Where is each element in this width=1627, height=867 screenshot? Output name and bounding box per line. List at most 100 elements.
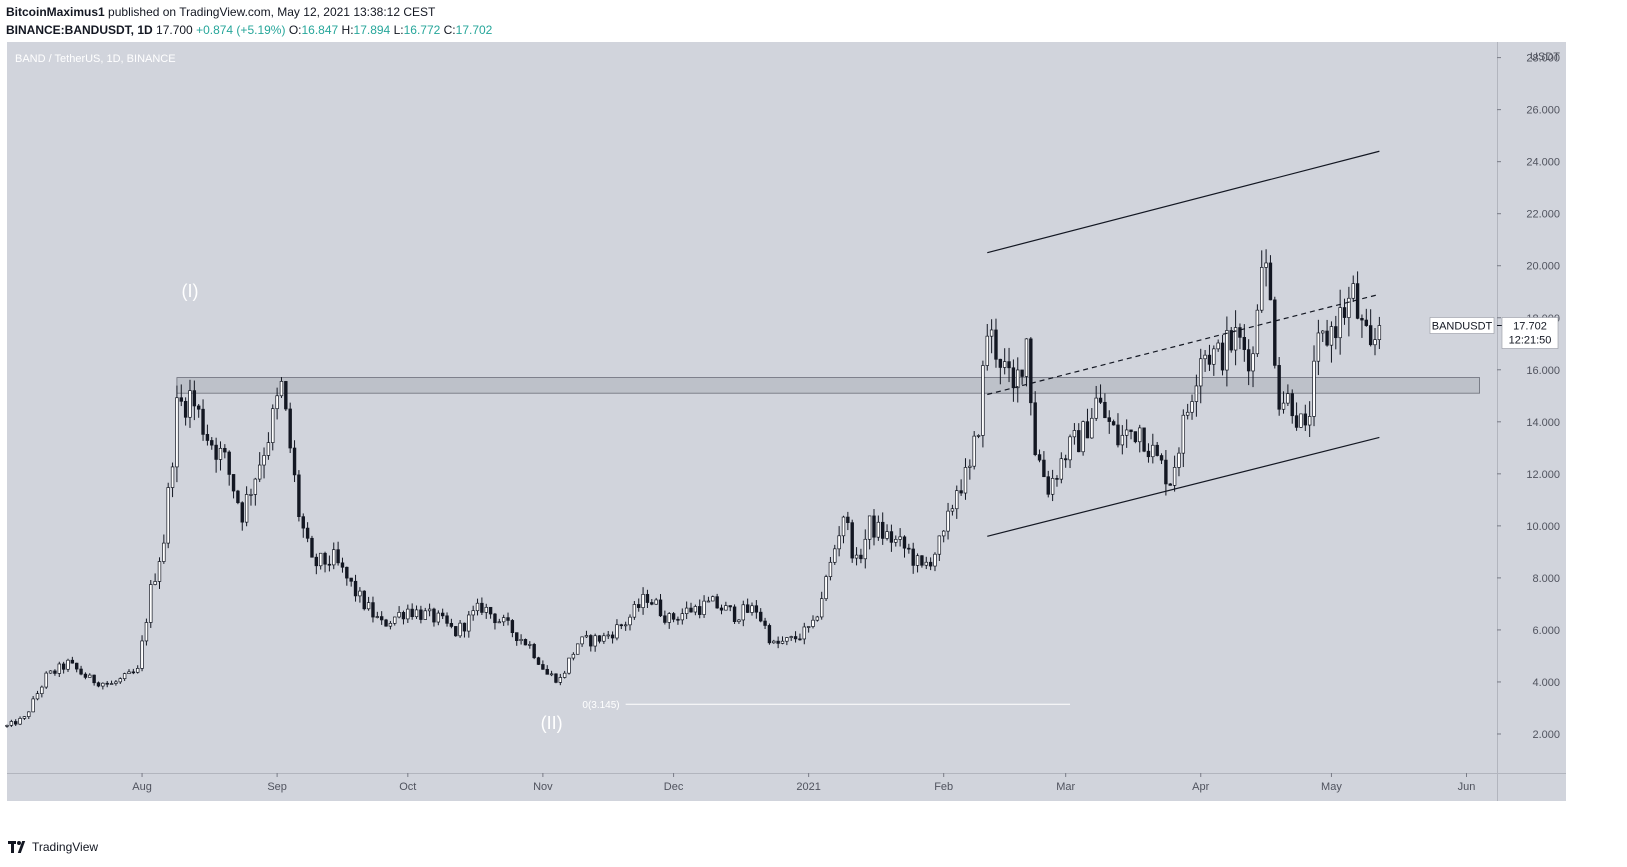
candle-up <box>1203 354 1207 360</box>
candle-down <box>902 536 907 549</box>
x-tick-label: Jun <box>1458 781 1476 793</box>
candle-down <box>732 606 737 622</box>
candle-down <box>1155 444 1159 456</box>
candle-down <box>597 635 602 642</box>
x-tick-label: Sep <box>267 781 287 793</box>
candle-down <box>515 632 519 641</box>
candle-down <box>776 640 780 644</box>
chart-header: BitcoinMaximus1 published on TradingView… <box>6 4 492 38</box>
candle-down <box>336 549 340 564</box>
author-name[interactable]: BitcoinMaximus1 <box>6 5 105 19</box>
candle-up <box>824 576 828 600</box>
candle-down <box>345 566 349 579</box>
candle-down <box>1368 325 1373 346</box>
candle-up <box>1194 385 1199 402</box>
candle-down <box>1342 307 1347 318</box>
candle-down <box>236 490 240 504</box>
candle-down <box>179 397 183 402</box>
candle-down <box>384 619 388 627</box>
candle-up <box>1329 326 1334 346</box>
x-tick-label: Feb <box>934 781 953 793</box>
candle-up <box>318 552 323 567</box>
candle-down <box>637 604 641 608</box>
candle-up <box>981 365 985 436</box>
candle-up <box>937 535 942 555</box>
candle-up <box>1151 444 1155 458</box>
candle-down <box>1042 459 1046 478</box>
candle-up <box>22 716 27 719</box>
candle-up <box>484 606 488 613</box>
candle-down <box>223 447 227 453</box>
candle-down <box>401 612 406 620</box>
candle-down <box>959 490 963 494</box>
x-tick-label: 2021 <box>796 781 820 793</box>
candle-down <box>554 673 558 683</box>
open-value: 16.847 <box>301 23 339 37</box>
candle-up <box>218 447 223 460</box>
candle-down <box>231 474 236 492</box>
candle-down <box>1164 459 1168 485</box>
candle-down <box>445 615 449 624</box>
candle-down <box>872 515 876 538</box>
candle-down <box>210 440 214 446</box>
candle-up <box>18 718 22 725</box>
candle-down <box>610 634 615 639</box>
candle-down <box>536 657 541 665</box>
candle-up <box>471 610 475 616</box>
candle-down <box>650 602 654 605</box>
candle-up <box>497 621 502 624</box>
candle-up <box>1351 283 1355 299</box>
candle-down <box>462 622 467 632</box>
candle-up <box>941 530 946 537</box>
candle-up <box>1050 478 1055 495</box>
candle-up <box>1312 360 1316 417</box>
candle-up <box>867 515 872 540</box>
candle-down <box>767 625 772 644</box>
candle-up <box>271 408 275 443</box>
tradingview-brand[interactable]: TradingView <box>32 840 99 854</box>
candle-down <box>1033 402 1037 455</box>
candle-up <box>806 626 811 628</box>
y-tick-label: 10.000 <box>1526 521 1560 533</box>
candle-up <box>1059 458 1064 480</box>
fib-label: 0(3.145) <box>582 700 619 711</box>
candle-up <box>332 549 336 566</box>
candle-down <box>284 381 288 410</box>
candle-up <box>885 531 889 539</box>
candle-up <box>567 657 571 674</box>
candle-up <box>1094 397 1098 419</box>
candle-up <box>375 616 380 618</box>
candle-up <box>5 724 9 727</box>
wave-label: (I) <box>181 281 198 301</box>
candle-up <box>48 670 53 674</box>
candle-down <box>619 624 623 627</box>
y-tick-label: 4.000 <box>1532 677 1560 689</box>
candle-up <box>1316 332 1321 362</box>
candle-up <box>584 635 589 638</box>
candle-down <box>798 638 802 641</box>
candle-down <box>201 408 205 435</box>
support-zone <box>176 377 1480 394</box>
candle-up <box>780 640 785 644</box>
candle-down <box>589 635 593 647</box>
candle-up <box>136 668 140 673</box>
candle-down <box>310 537 314 558</box>
candle-up <box>166 487 170 544</box>
candle-down <box>1007 361 1011 369</box>
candle-up <box>109 683 114 685</box>
candle-up <box>501 617 506 623</box>
candle-up <box>467 614 471 632</box>
candle-up <box>44 672 48 688</box>
open-label: O: <box>288 23 302 37</box>
candle-down <box>440 612 445 617</box>
candle-up <box>946 510 950 532</box>
candle-up <box>519 639 523 641</box>
y-tick-label: 24.000 <box>1526 157 1560 169</box>
candle-down <box>1355 283 1360 319</box>
candle-up <box>985 335 989 366</box>
candle-up <box>397 612 401 618</box>
channel-upper-line <box>987 150 1380 254</box>
candle-up <box>162 542 166 562</box>
candle-up <box>528 644 532 646</box>
